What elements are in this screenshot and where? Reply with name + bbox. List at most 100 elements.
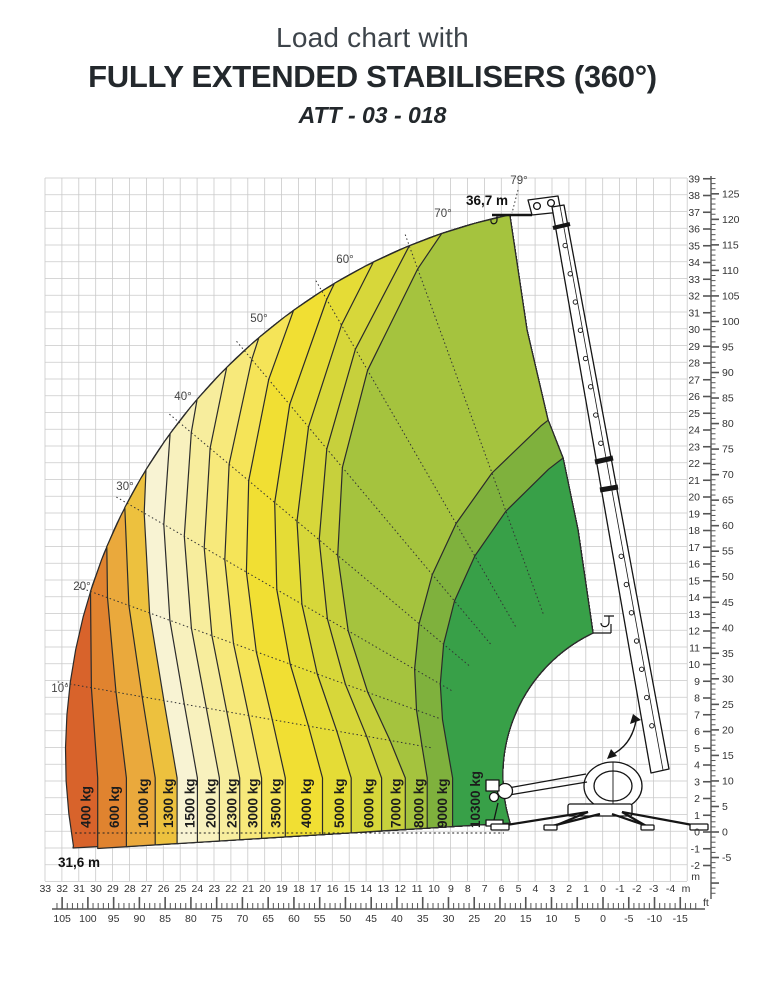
height-ft-tick: 30 (722, 673, 734, 685)
reach-m-tick: 15 (344, 883, 356, 895)
height-ft-tick: 20 (722, 724, 734, 736)
capacity-label: 1500 kg (182, 778, 197, 828)
capacity-label: 3000 kg (246, 778, 261, 828)
reach-m-tick: -3 (649, 883, 658, 895)
height-m-tick: 3 (694, 776, 700, 788)
capacity-label: 6000 kg (361, 778, 376, 828)
height-m-tick: 36 (688, 224, 700, 236)
angle-label-20: 20° (73, 581, 90, 593)
reach-m-tick: 9 (448, 883, 454, 895)
height-m-tick: 10 (688, 659, 700, 671)
reach-ft-tick: 10 (546, 913, 558, 925)
reach-ft-tick: 80 (185, 913, 197, 925)
height-ft-tick: 105 (722, 290, 740, 302)
reach-m-tick: 1 (583, 883, 589, 895)
height-m-tick: 11 (689, 642, 700, 654)
reach-ft-tick: 105 (53, 913, 71, 925)
reach-m-tick: 4 (532, 883, 538, 895)
reach-ft-tick: -10 (647, 913, 662, 925)
ft-unit: ft (703, 897, 709, 909)
height-ft-tick: 100 (722, 316, 740, 328)
max-reach-annotation: 31,6 m (58, 855, 100, 870)
height-ft-tick: 110 (722, 265, 739, 277)
boom-angle-lines: 10° 20° 30° 40° 50° 60° 70° 79° (51, 175, 544, 749)
height-ft-tick: 55 (722, 546, 734, 558)
height-m-unit: m (691, 871, 700, 883)
reach-ft-tick: 20 (494, 913, 506, 925)
machine-illustration (485, 195, 709, 831)
capacity-label: 4000 kg (299, 778, 314, 828)
height-ft-tick: 120 (722, 214, 740, 226)
height-m-tick: -1 (691, 843, 700, 855)
reach-ft-tick: 45 (365, 913, 377, 925)
height-m-tick: 38 (688, 190, 700, 202)
height-m-tick: 37 (688, 207, 700, 219)
height-m-tick: 12 (688, 626, 700, 638)
reach-m-tick: 23 (208, 883, 220, 895)
angle-label-79: 79° (510, 175, 527, 187)
height-m-tick: 7 (694, 709, 700, 721)
reach-m-tick: -4 (666, 883, 675, 895)
reach-ft-tick: 5 (574, 913, 580, 925)
reach-m-tick: 33 (39, 883, 51, 895)
height-m-tick: 32 (688, 291, 700, 303)
height-m-tick: 4 (694, 760, 700, 772)
height-m-tick: 13 (688, 609, 700, 621)
height-m-tick: -2 (691, 860, 700, 872)
reach-m-tick: 20 (259, 883, 271, 895)
capacity-label: 10300 kg (468, 771, 483, 828)
height-m-tick: 33 (688, 274, 700, 286)
reach-m-tick: 12 (394, 883, 406, 895)
height-m-tick: 2 (694, 793, 700, 805)
capacity-label: 5000 kg (332, 778, 347, 828)
capacity-label: 1000 kg (136, 778, 151, 828)
title-line-3: ATT - 03 - 018 (298, 102, 447, 128)
capacity-label: 400 kg (78, 786, 93, 828)
reach-m-tick: 32 (56, 883, 68, 895)
reach-m-tick: 18 (293, 883, 305, 895)
reach-m-tick: 28 (124, 883, 136, 895)
height-ft-tick: 35 (722, 648, 734, 660)
reach-m-tick: 16 (327, 883, 339, 895)
reach-m-tick: 5 (516, 883, 522, 895)
height-m-tick: 5 (694, 743, 700, 755)
height-m-tick: 17 (688, 542, 700, 554)
height-ft-tick: 125 (722, 188, 740, 200)
capacity-labels: 400 kg 600 kg 1000 kg 1300 kg 1500 kg 2000 kg… (78, 771, 482, 828)
height-m-tick: 15 (688, 575, 700, 587)
angle-label-60: 60° (336, 254, 353, 266)
reach-ft-tick: 90 (134, 913, 146, 925)
height-ft-tick: 60 (722, 520, 734, 532)
reach-m-tick: 19 (276, 883, 288, 895)
title-line-2: FULLY EXTENDED STABILISERS (360°) (88, 59, 657, 94)
reach-ft-tick: 100 (79, 913, 97, 925)
height-m-tick: 27 (688, 374, 700, 386)
height-ft-tick: 65 (722, 495, 734, 507)
reach-ft-tick: 75 (211, 913, 223, 925)
reach-ft-tick: -15 (673, 913, 688, 925)
reach-m-tick: 27 (141, 883, 153, 895)
reach-m-tick: 13 (377, 883, 389, 895)
reach-m-tick: 8 (465, 883, 471, 895)
reach-m-tick: 26 (158, 883, 170, 895)
reach-axis: 33 32 31 30 29 28 27 26 25 24 23 22 21 20 19 18 17 16 15 14… (39, 883, 708, 925)
height-m-tick: 30 (688, 324, 700, 336)
capacity-zones (64, 214, 594, 850)
height-ft-tick: 80 (722, 418, 734, 430)
reach-ft-tick: 60 (288, 913, 300, 925)
capacity-label: 7000 kg (388, 778, 403, 828)
reach-m-tick: 14 (361, 883, 373, 895)
reach-ft-tick: 25 (468, 913, 480, 925)
angle-label-30: 30° (116, 481, 133, 493)
reach-m-unit: m (682, 883, 691, 895)
capacity-label: 1300 kg (161, 778, 176, 828)
height-ft-tick: -5 (722, 852, 731, 864)
height-ft-tick: 0 (722, 827, 728, 839)
angle-label-70: 70° (434, 208, 451, 220)
height-m-tick: 35 (688, 240, 700, 252)
angle-label-50: 50° (250, 313, 267, 325)
reach-ft-tick: 30 (443, 913, 455, 925)
reach-m-tick: 29 (107, 883, 119, 895)
reach-m-tick: -2 (632, 883, 641, 895)
